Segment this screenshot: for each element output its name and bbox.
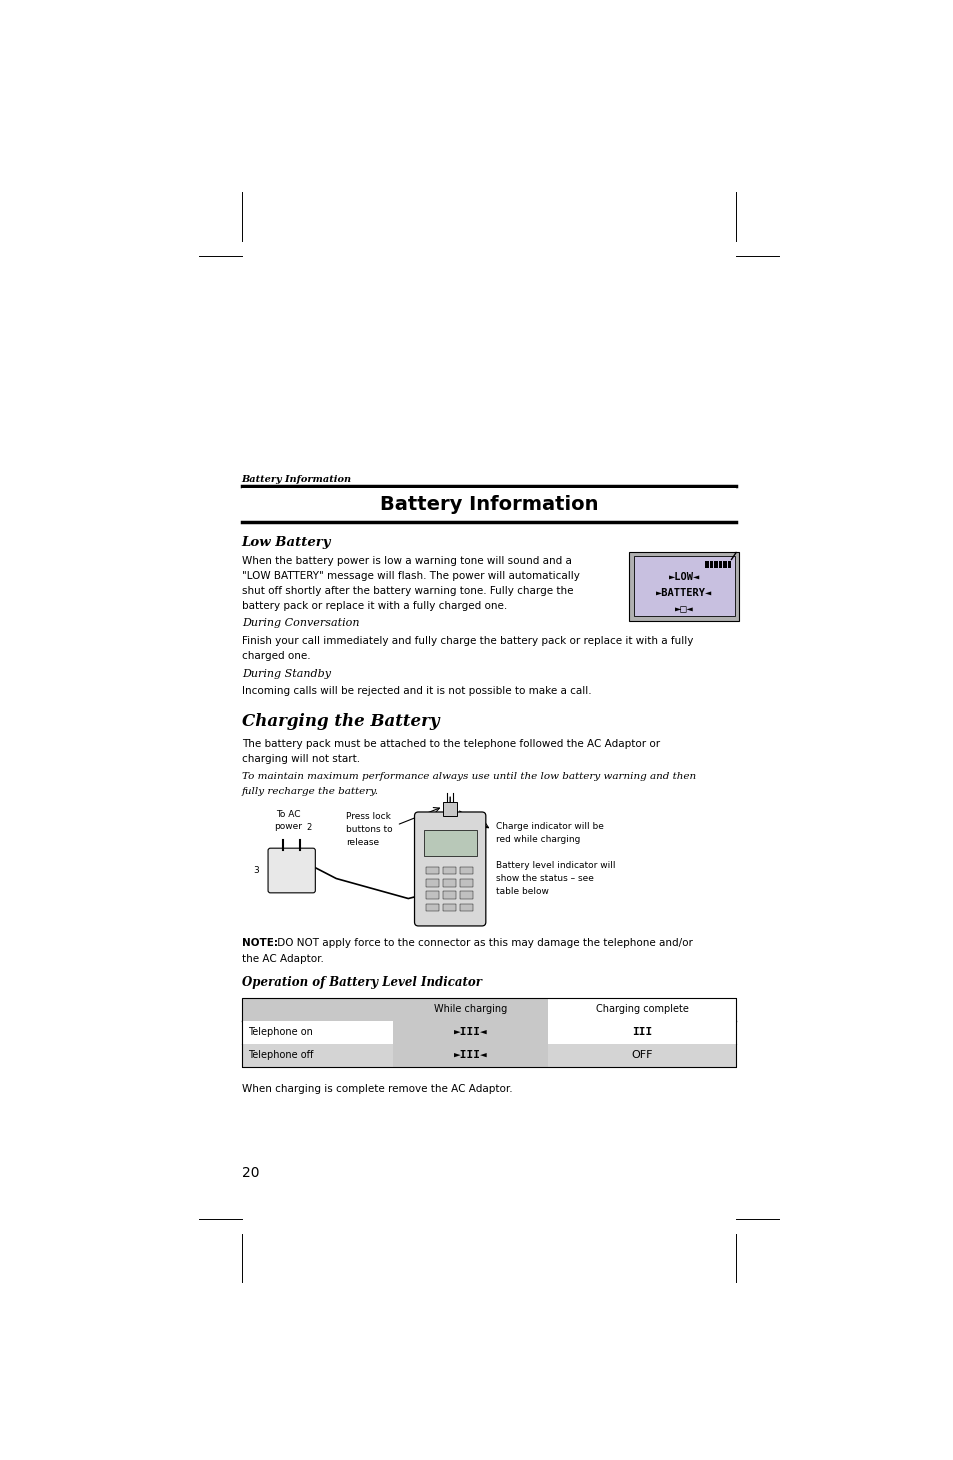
Text: ►III◄: ►III◄	[453, 1028, 487, 1037]
Bar	[392, 1021, 548, 1044]
Bar	[459, 867, 472, 875]
Bar	[709, 561, 713, 568]
Text: When charging is complete remove the AC Adaptor.: When charging is complete remove the AC …	[241, 1083, 512, 1094]
Bar	[718, 561, 721, 568]
Bar	[548, 1021, 736, 1044]
Bar	[714, 561, 717, 568]
Bar	[459, 904, 472, 911]
Text: Battery level indicator will: Battery level indicator will	[496, 860, 615, 870]
Bar	[443, 904, 456, 911]
Text: shut off shortly after the battery warning tone. Fully charge the: shut off shortly after the battery warni…	[241, 587, 573, 596]
Bar	[704, 561, 708, 568]
Text: OFF: OFF	[631, 1050, 652, 1060]
Bar	[443, 802, 456, 816]
Text: 1: 1	[471, 914, 476, 923]
Text: red while charging: red while charging	[496, 835, 579, 844]
Bar	[426, 904, 438, 911]
Text: Press lock: Press lock	[346, 812, 391, 821]
Text: table below: table below	[496, 886, 548, 895]
Text: ►□◄: ►□◄	[674, 604, 693, 615]
Text: battery pack or replace it with a fully charged one.: battery pack or replace it with a fully …	[241, 602, 506, 612]
Text: DO NOT apply force to the connector as this may damage the telephone and/or: DO NOT apply force to the connector as t…	[274, 939, 693, 949]
Bar	[722, 561, 726, 568]
Text: Operation of Battery Level Indicator: Operation of Battery Level Indicator	[241, 975, 481, 988]
Text: ►III◄: ►III◄	[453, 1050, 487, 1060]
Text: Charging complete: Charging complete	[595, 1004, 688, 1015]
Bar	[443, 891, 456, 899]
Text: 4: 4	[435, 908, 439, 917]
Text: Charging the Battery: Charging the Battery	[241, 712, 438, 730]
Text: Charge indicator will be: Charge indicator will be	[496, 822, 603, 831]
Bar	[443, 879, 456, 886]
Text: When the battery power is low a warning tone will sound and a: When the battery power is low a warning …	[241, 556, 571, 566]
Text: To maintain maximum performance always use until the low battery warning and the: To maintain maximum performance always u…	[241, 772, 695, 781]
Text: III: III	[632, 1028, 652, 1037]
Text: Telephone off: Telephone off	[248, 1050, 313, 1060]
Bar	[426, 891, 438, 899]
Bar	[426, 879, 438, 886]
Bar	[392, 1044, 548, 1067]
FancyBboxPatch shape	[268, 848, 315, 894]
Bar	[241, 997, 736, 1067]
Text: Telephone on: Telephone on	[248, 1028, 313, 1037]
Text: release: release	[346, 838, 379, 847]
Text: During Conversation: During Conversation	[241, 618, 359, 628]
Text: charging will not start.: charging will not start.	[241, 753, 359, 764]
Text: ►BATTERY◄: ►BATTERY◄	[656, 588, 712, 599]
Text: fully recharge the battery.: fully recharge the battery.	[241, 787, 378, 796]
Bar	[727, 561, 730, 568]
Text: NOTE:: NOTE:	[241, 939, 277, 949]
Bar	[633, 556, 734, 616]
Bar	[392, 997, 548, 1021]
Bar	[629, 552, 739, 620]
Text: show the status – see: show the status – see	[496, 873, 593, 883]
FancyBboxPatch shape	[415, 812, 485, 926]
Text: ►LOW◄: ►LOW◄	[668, 572, 700, 581]
Bar	[459, 891, 472, 899]
Text: Low Battery: Low Battery	[241, 536, 331, 549]
Bar	[443, 867, 456, 875]
Text: Incoming calls will be rejected and it is not possible to make a call.: Incoming calls will be rejected and it i…	[241, 686, 591, 696]
Text: 3: 3	[253, 866, 259, 875]
Text: During Standby: During Standby	[241, 669, 331, 679]
Bar	[241, 488, 736, 521]
Text: buttons to: buttons to	[346, 825, 393, 834]
Text: The battery pack must be attached to the telephone followed the AC Adaptor or: The battery pack must be attached to the…	[241, 739, 659, 749]
Text: 20: 20	[241, 1167, 259, 1180]
Text: While charging: While charging	[434, 1004, 506, 1015]
Text: 2: 2	[306, 823, 312, 832]
Bar	[548, 997, 736, 1021]
Text: To AC: To AC	[275, 810, 300, 819]
Bar	[241, 1044, 392, 1067]
Text: the AC Adaptor.: the AC Adaptor.	[241, 953, 323, 964]
Bar	[423, 829, 476, 856]
Bar	[459, 879, 472, 886]
Text: Finish your call immediately and fully charge the battery pack or replace it wit: Finish your call immediately and fully c…	[241, 635, 692, 645]
Bar	[548, 1044, 736, 1067]
Text: "LOW BATTERY" message will flash. The power will automatically: "LOW BATTERY" message will flash. The po…	[241, 571, 579, 581]
Text: Battery Information: Battery Information	[379, 495, 598, 514]
Bar	[241, 997, 392, 1021]
Bar	[426, 867, 438, 875]
Text: power: power	[274, 822, 302, 831]
Text: charged one.: charged one.	[241, 651, 310, 661]
Text: Battery Information: Battery Information	[241, 476, 352, 485]
Bar	[241, 1021, 392, 1044]
